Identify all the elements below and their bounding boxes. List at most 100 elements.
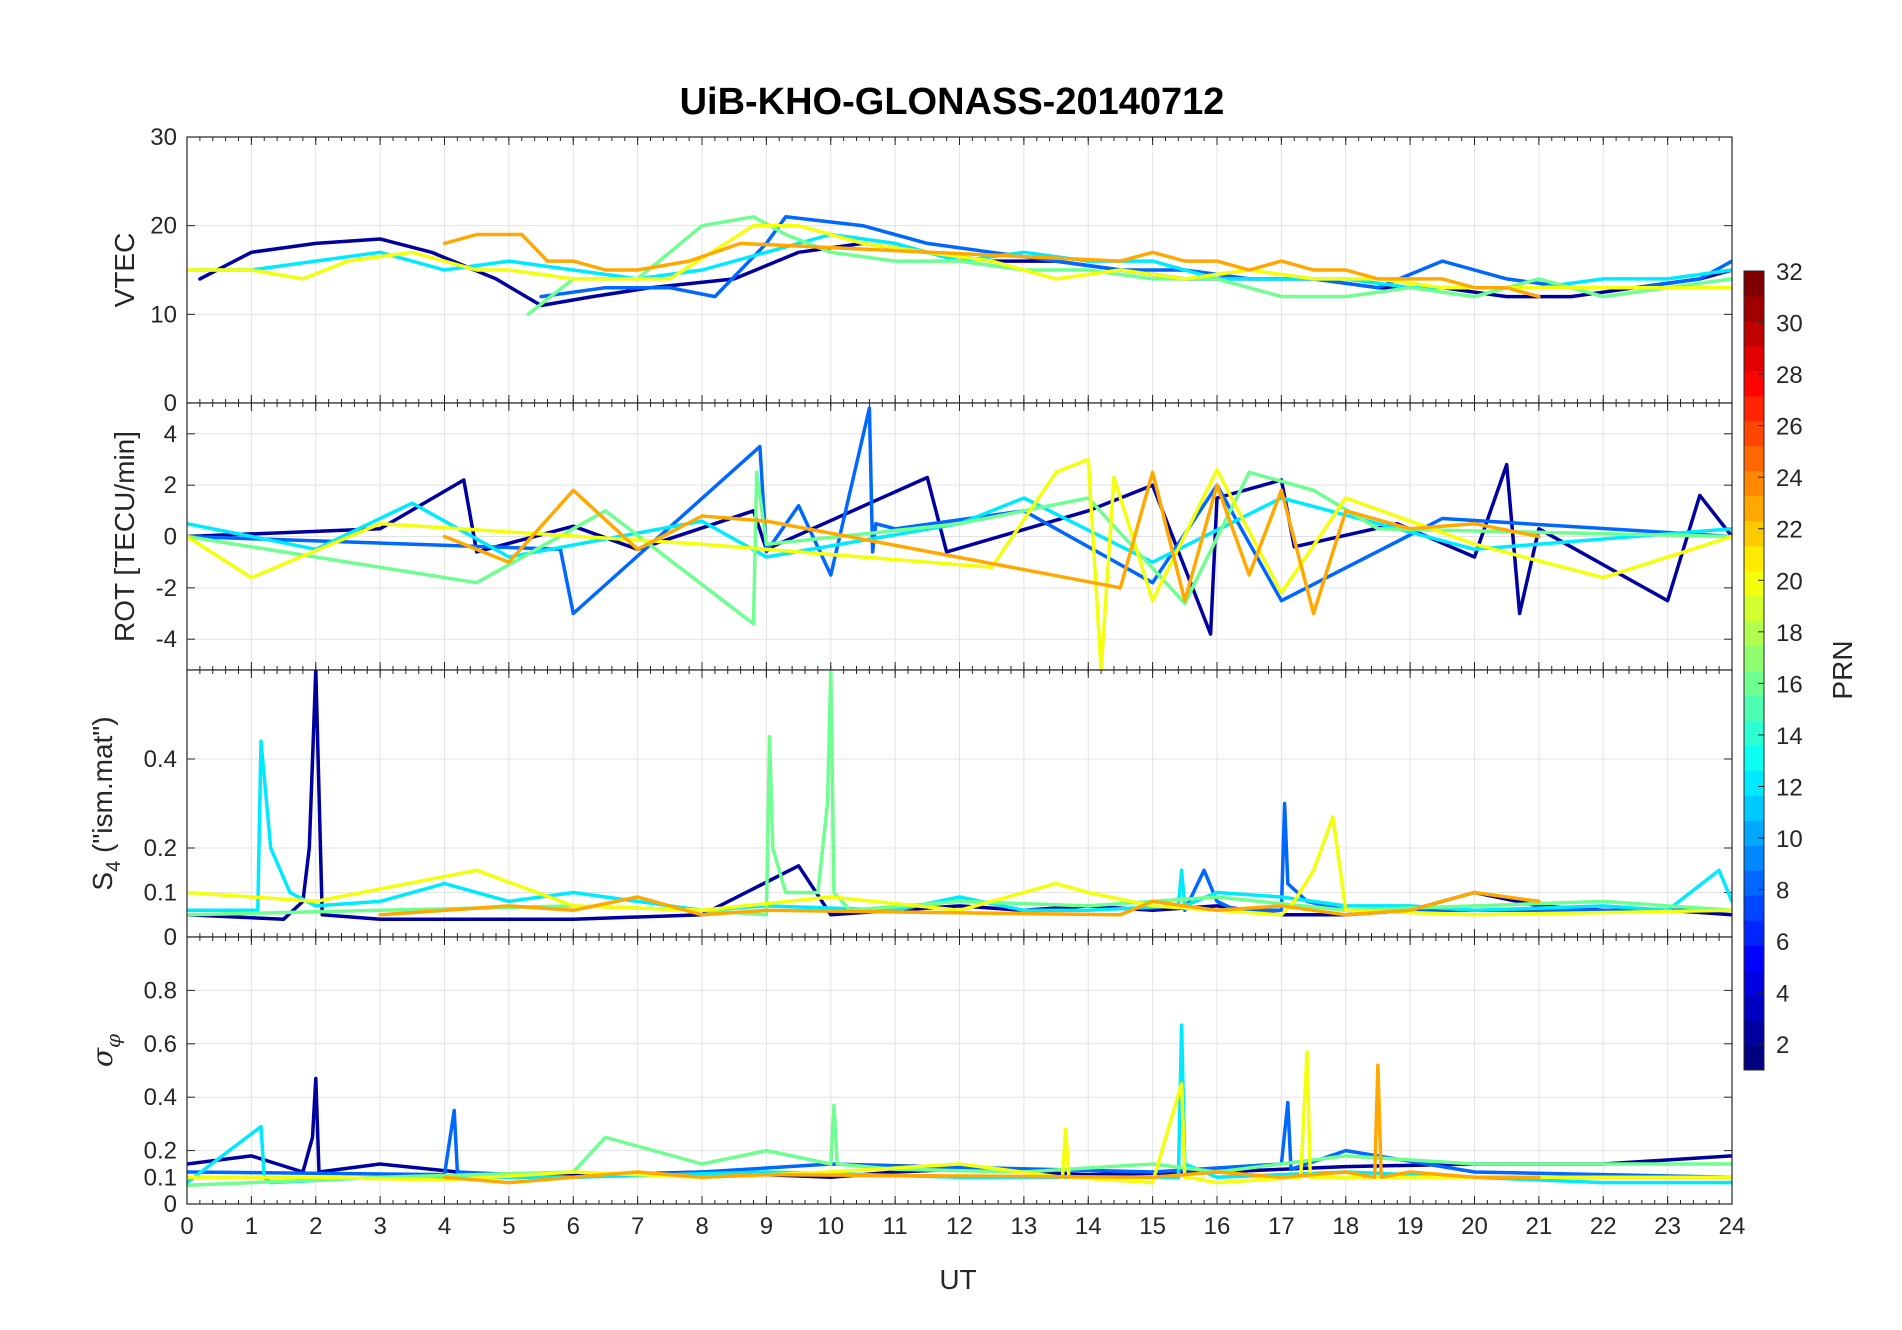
colorbar-tick-label: 14: [1776, 723, 1803, 750]
colorbar-band: [1744, 845, 1764, 871]
y-tick-label: 2: [164, 472, 177, 499]
colorbar-band: [1744, 320, 1764, 347]
colorbar-band: [1744, 520, 1764, 547]
y-tick-label: 0.8: [144, 977, 177, 1004]
y-axis-label-s4-suffix: ("ism.mat"): [87, 716, 118, 860]
y-axis-label-sigma-phi: σφ: [86, 1034, 125, 1067]
y-tick-label: 0: [164, 524, 177, 551]
colorbar-band: [1744, 770, 1764, 796]
y-tick-label: 0.2: [144, 835, 177, 862]
x-tick-label: 16: [1204, 1213, 1231, 1240]
y-axis-label-sigma: σ: [86, 1047, 119, 1067]
colorbar-band: [1744, 445, 1764, 472]
colorbar-tick-label: 8: [1776, 878, 1789, 905]
colorbar-band: [1744, 870, 1764, 896]
series-line-prn-23: [442, 470, 1541, 616]
colorbar-band: [1744, 645, 1764, 671]
colorbar-band: [1744, 370, 1764, 397]
panel-sigma_phi: 00.10.2 0.4 0.6 0.8 σφ: [86, 936, 1733, 1218]
colorbar-band: [1744, 945, 1764, 971]
x-tick-label: 18: [1332, 1213, 1359, 1240]
x-tick-label: 17: [1268, 1213, 1295, 1240]
x-tick-label: 1: [245, 1213, 258, 1240]
colorbar-tick-label: 26: [1776, 414, 1803, 441]
y-axis-label-s4-subscript: 4: [103, 861, 125, 872]
y-tick-label: 0.6: [144, 1031, 177, 1058]
x-tick-label: 21: [1526, 1213, 1553, 1240]
colorbar-band: [1744, 745, 1764, 771]
x-tick-label: 4: [438, 1213, 451, 1240]
colorbar-band: [1744, 695, 1764, 721]
series-line-prn-20: [187, 815, 1732, 917]
x-tick-label: 11: [883, 1213, 908, 1240]
colorbar-tick-label: 10: [1776, 826, 1803, 853]
colorbar-band: [1744, 295, 1764, 322]
y-axis-label-vtec: VTEC: [109, 233, 140, 308]
chart-title: UiB-KHO-GLONASS-20140712: [680, 81, 1225, 123]
y-tick-label: 0: [164, 1191, 177, 1218]
y-tick-label: 0: [164, 390, 177, 417]
series-group: [187, 670, 1732, 921]
x-tick-label: 22: [1590, 1213, 1617, 1240]
y-axis-label-s4-main: S: [87, 872, 118, 891]
x-tick-label: 24: [1719, 1213, 1746, 1240]
y-tick-label: 0.1: [144, 880, 177, 907]
x-tick-label: 15: [1139, 1213, 1166, 1240]
colorbar-tick-label: 4: [1776, 981, 1789, 1008]
colorbar-band: [1744, 895, 1764, 921]
colorbar-band: [1744, 795, 1764, 821]
series-group: [187, 215, 1732, 317]
colorbar-band: [1744, 395, 1764, 422]
series-group: [187, 1023, 1732, 1188]
colorbar-tick-label: 18: [1776, 620, 1803, 647]
colorbar-frame: [1743, 270, 1765, 1071]
colorbar-band: [1744, 670, 1764, 696]
colorbar-band: [1744, 271, 1764, 297]
panel-s4: 0 0.1 0.2 0.4 S4 ("ism.mat"): [87, 669, 1733, 951]
series-line-prn-16: [526, 215, 1732, 317]
colorbar-tick-label: 24: [1776, 465, 1803, 492]
y-axis-label-phi: φ: [101, 1034, 125, 1048]
x-tick-label: 3: [373, 1213, 386, 1240]
x-tick-label: 7: [631, 1213, 644, 1240]
colorbar-tick-label: 30: [1776, 311, 1803, 338]
series-line-prn-8: [187, 406, 1732, 616]
series-line-prn-16: [187, 1103, 1732, 1188]
colorbar-tick-label: 32: [1776, 259, 1803, 286]
colorbar-band: [1744, 595, 1764, 622]
panel-rot: -4 -2 0 2 4 ROT [TECU/min]: [109, 402, 1733, 671]
y-tick-label: 0.4: [144, 746, 177, 773]
colorbar-band: [1744, 995, 1764, 1021]
y-tick-label: 30: [150, 124, 177, 151]
colorbar-band: [1744, 820, 1764, 846]
x-tick-label: 2: [309, 1213, 322, 1240]
colorbar-band: [1744, 345, 1764, 372]
colorbar-band: [1744, 620, 1764, 647]
panel-vtec: 0 10 20 30 VTEC: [109, 124, 1733, 417]
x-tick-label: 12: [946, 1213, 973, 1240]
series-line-prn-2: [187, 462, 1732, 636]
y-tick-label: 0.1: [144, 1164, 177, 1191]
y-tick-label: 4: [164, 421, 177, 448]
y-tick-label: 0.2: [144, 1138, 177, 1165]
x-tick-label: 8: [695, 1213, 708, 1240]
colorbar-band: [1744, 970, 1764, 996]
y-axis-label-s4: S4 ("ism.mat"): [87, 716, 125, 890]
colorbar-tick-label: 16: [1776, 671, 1803, 698]
series-line-prn-23: [378, 890, 1541, 917]
colorbar-tick-label: 2: [1776, 1032, 1789, 1059]
series-line-prn-16: [187, 470, 1732, 626]
colorbar-band: [1744, 1045, 1764, 1071]
colorbar-label: PRN: [1827, 640, 1858, 699]
colorbar-band: [1744, 570, 1764, 597]
x-tick-label: 0: [180, 1213, 193, 1240]
colorbar-tick-label: 12: [1776, 774, 1803, 801]
colorbar-band: [1744, 1020, 1764, 1046]
y-tick-label: -2: [156, 575, 177, 602]
y-tick-label: 0: [164, 924, 177, 951]
x-tick-label: 9: [760, 1213, 773, 1240]
series-line-prn-23: [442, 1063, 1541, 1185]
colorbar-tick-label: 22: [1776, 517, 1803, 544]
